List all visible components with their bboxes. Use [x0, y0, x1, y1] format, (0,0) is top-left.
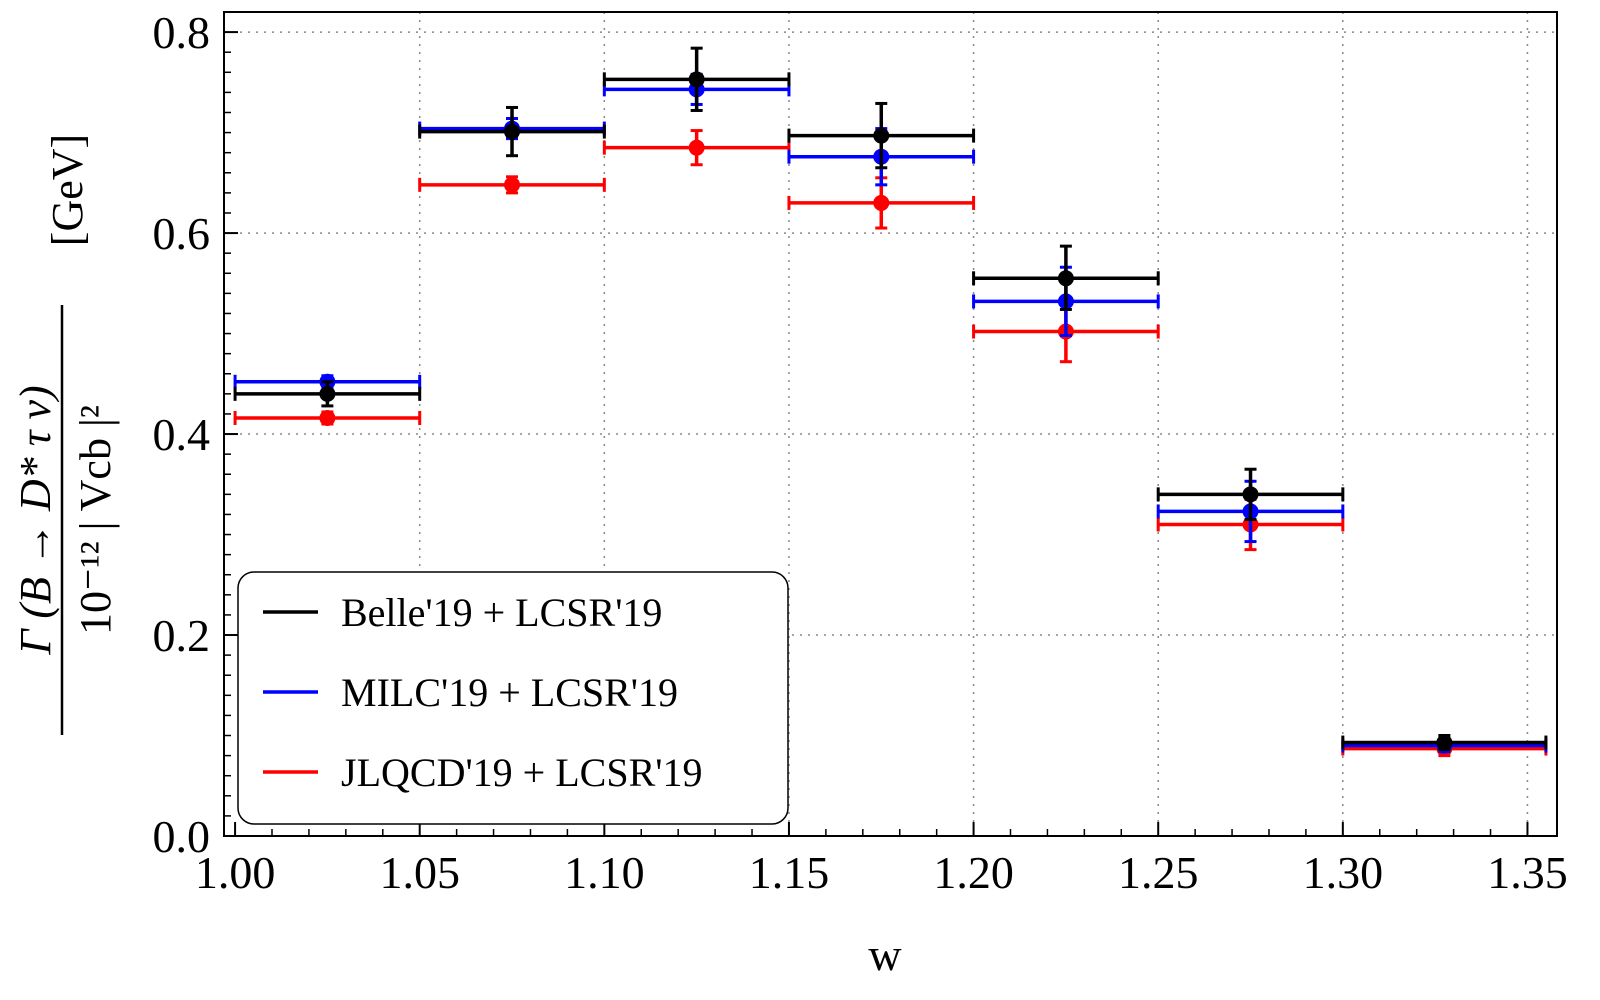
y-axis-label: Γ (B → D* τ ν) 10⁻¹² | Vcb |² [GeV]	[11, 134, 120, 735]
data-point	[873, 127, 890, 144]
data-point	[688, 139, 705, 156]
y-tick-label: 0.6	[153, 208, 211, 259]
data-point	[873, 194, 890, 211]
data-point	[319, 409, 336, 426]
legend-label: MILC'19 + LCSR'19	[341, 670, 678, 715]
x-tick-label: 1.35	[1487, 847, 1568, 898]
y-axis-label-unit: [GeV]	[43, 134, 92, 246]
data-point	[504, 176, 521, 193]
y-tick-label: 0.8	[153, 7, 211, 58]
legend-box	[237, 571, 789, 825]
y-axis-label-denominator: 10⁻¹² | Vcb |²	[71, 405, 120, 635]
data-point	[319, 385, 336, 402]
x-tick-label: 1.25	[1118, 847, 1199, 898]
x-axis-label: w	[868, 929, 902, 980]
x-tick-label: 1.05	[379, 847, 460, 898]
data-point	[1242, 486, 1259, 503]
y-axis-label-numerator: Γ (B → D* τ ν)	[11, 385, 60, 655]
data-point	[1057, 270, 1074, 287]
ticks-layer: 1.00 1.05 1.10 1.15 1.20 1.25 1.30 1.35 0.0 0.2 0.…	[153, 7, 1568, 898]
x-tick-label: 1.30	[1303, 847, 1384, 898]
legend: Belle'19 + LCSR'19 MILC'19 + LCSR'19 JLQCD…	[237, 571, 789, 825]
series-layer	[233, 46, 1548, 758]
data-point	[504, 123, 521, 140]
legend-label: Belle'19 + LCSR'19	[341, 590, 662, 635]
x-tick-label: 1.15	[749, 847, 830, 898]
series-3	[233, 129, 1548, 758]
data-point	[1436, 734, 1453, 751]
series-1	[233, 46, 1548, 752]
x-tick-label: 1.10	[564, 847, 645, 898]
y-tick-label: 0.0	[153, 811, 211, 862]
x-tick-label: 1.20	[933, 847, 1014, 898]
x-tick-label: 1.00	[195, 847, 276, 898]
data-point	[688, 71, 705, 88]
y-tick-label: 0.4	[153, 409, 211, 460]
y-tick-label: 0.2	[153, 610, 211, 661]
legend-entries: Belle'19 + LCSR'19 MILC'19 + LCSR'19 JLQCD…	[263, 590, 702, 795]
plot-frame	[223, 11, 1558, 837]
legend-label: JLQCD'19 + LCSR'19	[341, 750, 702, 795]
